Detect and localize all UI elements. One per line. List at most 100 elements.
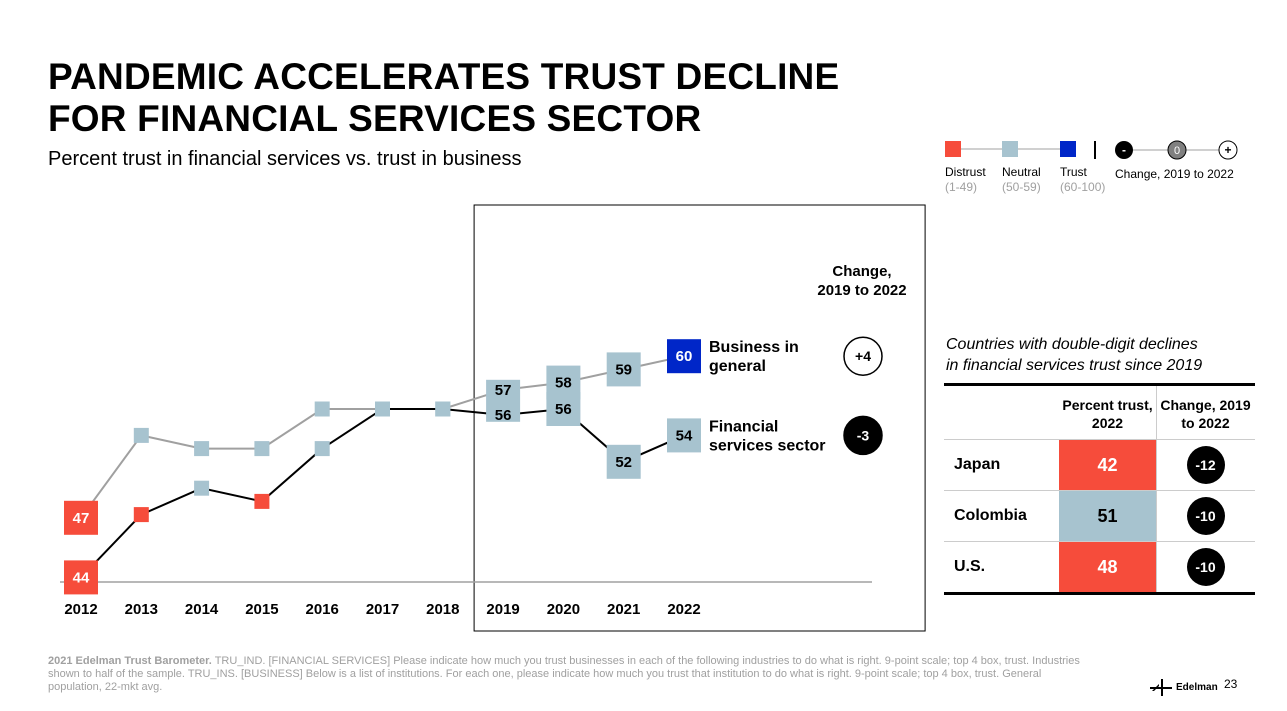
x-tick-label-2015: 2015	[245, 601, 278, 618]
series-name-financial-services: Financial services sector	[709, 418, 826, 454]
legend-distrust-label: Distrust	[945, 165, 986, 179]
data-label-business-2020: 58	[555, 375, 572, 392]
legend-distrust-range: (1-49)	[945, 180, 977, 194]
data-label-financial-2012: 44	[73, 569, 90, 586]
change-value-business: +4	[855, 348, 871, 364]
data-label-financial-2021: 52	[615, 454, 632, 471]
x-tick-label-2020: 2020	[547, 601, 580, 618]
point-marker-financial-2014	[194, 480, 210, 496]
x-tick-label-2016: 2016	[306, 601, 339, 618]
data-label-business-2019: 57	[495, 382, 512, 399]
x-tick-label-2017: 2017	[366, 601, 399, 618]
source-bold: 2021 Edelman Trust Barometer.	[48, 655, 212, 667]
point-marker-financial-2013	[133, 507, 149, 523]
title-line-2: FOR FINANCIAL SERVICES SECTOR	[48, 98, 702, 139]
legend-distrust-swatch	[945, 141, 961, 157]
point-marker-business-2012	[64, 500, 98, 535]
table-header: Percent trust, 2022 Change, 2019 to 2022	[944, 383, 1255, 440]
data-label-financial-2022: 54	[676, 427, 693, 444]
trust-value-cell: 42	[1059, 440, 1156, 490]
source-text: TRU_IND. [FINANCIAL SERVICES] Please ind…	[48, 655, 1080, 693]
brand-logo: Edelman	[1150, 676, 1218, 698]
change-header: Change, 2019 to 2022	[817, 263, 906, 299]
table-row: Japan 42 -12	[944, 440, 1255, 491]
country-name: Japan	[954, 456, 1001, 473]
change-badge-financial-services	[843, 415, 883, 456]
legend-neutral-label: Neutral	[1002, 165, 1041, 179]
data-label-financial-2019: 56	[495, 407, 512, 424]
series-line-financial-services	[80, 407, 685, 579]
x-tick-label-2014: 2014	[185, 601, 219, 618]
legend-change-label: Change, 2019 to 2022	[1115, 167, 1234, 181]
country-decline-table: Percent trust, 2022 Change, 2019 to 2022…	[944, 383, 1255, 595]
page-title: PANDEMIC ACCELERATES TRUST DECLINE FOR F…	[48, 56, 839, 140]
legend-plus-text: +	[1224, 143, 1231, 157]
data-label-business-2022: 60	[676, 348, 693, 365]
legend-trust-swatch	[1060, 141, 1076, 157]
page-number: 23	[1224, 677, 1238, 691]
legend-zero-text: 0	[1174, 145, 1180, 157]
legend-minus-icon	[1115, 141, 1133, 159]
table-caption-line-2: in financial services trust since 2019	[946, 357, 1203, 374]
x-tick-label-2019: 2019	[486, 601, 519, 618]
legend-neutral-range: (50-59)	[1002, 180, 1041, 194]
point-marker-business-2013	[133, 427, 149, 443]
table-row: Colombia 51 -10	[944, 491, 1255, 542]
point-marker-business-2015	[254, 441, 270, 457]
x-tick-label-2013: 2013	[125, 601, 158, 618]
legend-zero-icon	[1167, 140, 1187, 160]
change-badge-business	[843, 336, 883, 376]
point-marker-financial-2017	[375, 401, 390, 417]
legend-minus-text: -	[1122, 143, 1126, 157]
table-header-change: Change, 2019 to 2022	[1156, 386, 1254, 439]
point-marker-financial-2020	[546, 392, 581, 426]
country-name: Colombia	[954, 507, 1027, 524]
highlight-2019-2022-box	[473, 204, 926, 632]
change-badge: -10	[1186, 548, 1225, 586]
table-row: U.S. 48 -10	[944, 542, 1255, 595]
point-marker-financial-2018	[435, 401, 451, 417]
table-caption-line-1: Countries with double-digit declines	[946, 336, 1198, 353]
source-footnote: 2021 Edelman Trust Barometer. TRU_IND. […	[48, 655, 1088, 694]
brand-name: Edelman	[1176, 681, 1218, 693]
point-marker-financial-2012	[64, 560, 98, 595]
point-box-2019	[486, 379, 521, 422]
table-caption: Countries with double-digit declines in …	[946, 334, 1202, 376]
change-value-financial-services: -3	[857, 427, 870, 443]
series-line-business	[80, 355, 685, 519]
x-tick-label-2012: 2012	[64, 601, 97, 618]
point-marker-business-2016	[314, 401, 330, 417]
change-badge: -12	[1186, 446, 1225, 484]
legend-trust-label: Trust	[1060, 165, 1088, 179]
edelman-logo-icon	[1150, 679, 1172, 696]
point-marker-financial-2015	[254, 493, 270, 509]
change-cell: -10	[1156, 542, 1254, 592]
x-tick-label-2022: 2022	[667, 601, 700, 618]
change-badge: -10	[1186, 497, 1225, 535]
legend: Distrust (1-49) Neutral (50-59) Trust (6…	[945, 140, 1238, 194]
legend-neutral-swatch	[1002, 141, 1018, 157]
change-cell: -12	[1156, 440, 1254, 490]
data-label-business-2021: 59	[615, 361, 632, 378]
trust-value-cell: 51	[1059, 491, 1156, 541]
point-marker-business-2021	[606, 352, 641, 387]
x-tick-label-2018: 2018	[426, 601, 459, 618]
title-line-1: PANDEMIC ACCELERATES TRUST DECLINE	[48, 56, 840, 97]
point-marker-business-2022	[667, 339, 701, 374]
x-tick-label-2021: 2021	[607, 601, 640, 618]
data-label-financial-2020: 56	[555, 401, 572, 418]
legend-trust-range: (60-100)	[1060, 180, 1105, 194]
trust-value-cell: 48	[1059, 542, 1156, 592]
legend-plus-icon	[1218, 140, 1238, 160]
data-label-business-2012: 47	[73, 510, 90, 527]
table-header-blank	[944, 386, 1059, 439]
country-name: U.S.	[954, 558, 986, 575]
point-marker-financial-2021	[606, 444, 641, 479]
page-subtitle: Percent trust in financial services vs. …	[48, 148, 522, 170]
point-marker-financial-2016	[314, 441, 330, 457]
table-header-percent-trust: Percent trust, 2022	[1062, 397, 1153, 431]
series-name-business: Business in general	[709, 339, 799, 375]
change-cell: -10	[1156, 491, 1254, 541]
point-marker-business-2014	[194, 441, 210, 457]
